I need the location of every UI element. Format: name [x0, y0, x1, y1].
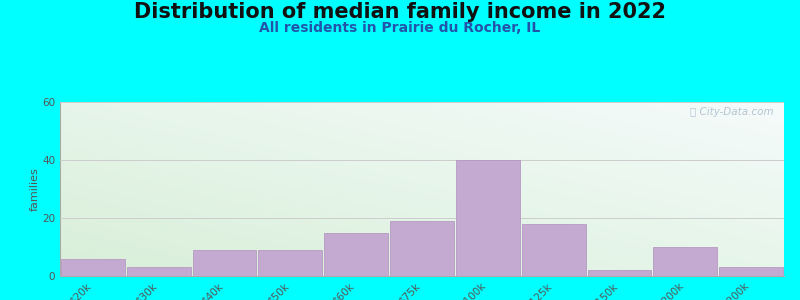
Bar: [456, 160, 520, 276]
Bar: [390, 221, 454, 276]
Bar: [61, 259, 125, 276]
Bar: [127, 267, 190, 276]
Bar: [193, 250, 257, 276]
Bar: [654, 247, 717, 276]
Bar: [522, 224, 586, 276]
Text: All residents in Prairie du Rocher, IL: All residents in Prairie du Rocher, IL: [259, 21, 541, 35]
Text: ⓘ City-Data.com: ⓘ City-Data.com: [690, 107, 773, 117]
Bar: [324, 232, 388, 276]
Bar: [587, 270, 651, 276]
Y-axis label: families: families: [30, 167, 39, 211]
Bar: [258, 250, 322, 276]
Bar: [719, 267, 783, 276]
Text: Distribution of median family income in 2022: Distribution of median family income in …: [134, 2, 666, 22]
